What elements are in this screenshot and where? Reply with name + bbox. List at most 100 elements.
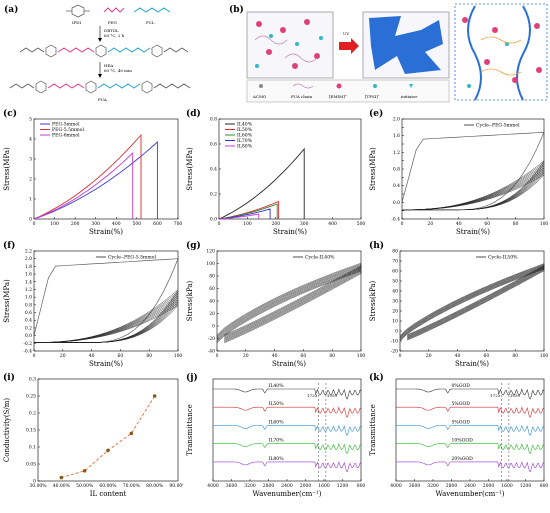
panel-h-ytick-label: 10 — [392, 319, 398, 325]
panel-f-ytick-label: 0.6 — [25, 310, 32, 316]
panel-h-xtick-label: 80 — [512, 353, 518, 359]
panel-c-xlabel: Strain(%) — [89, 228, 123, 236]
uv-arrow — [339, 38, 359, 54]
panel-c-label: (c) — [3, 108, 17, 119]
panel-k-xtick-label: 3600 — [409, 483, 421, 489]
panel-c-xtick-label: 500 — [133, 221, 142, 227]
panel-h-label: (h) — [369, 240, 384, 251]
panel-c-ylabel: Stress(MPa) — [3, 147, 11, 191]
panel-d-legend-label: IL80% — [237, 144, 253, 150]
panel-c-ytick-label: 4 — [29, 137, 32, 143]
panel-i-data-point — [59, 475, 64, 480]
panel-e-ytick-label: 1.2 — [393, 150, 400, 156]
panel-i-xtick-label: 60.00% — [99, 483, 117, 489]
panel-k-series-label: 0%GOD — [452, 383, 471, 389]
panel-c-series-line — [33, 151, 134, 220]
panel-f-frame — [33, 250, 179, 352]
panel-g-xtick-label: 100 — [357, 353, 366, 359]
panel-j-xtick-label: 3600 — [226, 483, 238, 489]
panel-d-ytick-label: 0.4 — [210, 167, 217, 173]
panel-h-cycle-curve — [399, 265, 545, 338]
panel-e-ytick-label: 0.4 — [393, 183, 400, 189]
panel-d-ytick-label: 0.6 — [210, 142, 217, 148]
panel-j-xtick-label: 1600 — [318, 483, 330, 489]
panel-g-xtick-label: 0 — [216, 353, 219, 359]
panel-d-xlabel: Strain(%) — [273, 228, 307, 236]
panel-i-ytick-label: 0.05 — [26, 462, 36, 468]
panel-e-cycle-curve — [402, 174, 545, 211]
legend-b-pua: PUA chain — [291, 94, 313, 99]
panel-e-xlabel: Strain(%) — [456, 228, 490, 236]
panel-j-xtick-label: 1200 — [337, 483, 349, 489]
zoom-box — [454, 3, 548, 101]
panel-i-xtick-label: 30.00% — [29, 483, 47, 489]
panel-d-label: (d) — [186, 108, 201, 119]
panel-f-ytick-label: -0.2 — [23, 341, 32, 347]
panel-g-ytick-label: -40 — [208, 349, 215, 355]
panel-h-xtick-label: 100 — [540, 353, 549, 359]
panel-h-xtick-label: 20 — [426, 353, 432, 359]
panel-j-series-label: IL40% — [269, 383, 285, 389]
panel-c-legend-label: PEG-6mmol — [52, 133, 80, 139]
panel-i-frame — [37, 378, 179, 482]
panel-f-ytick-label: 0.4 — [25, 318, 32, 324]
panel-d-legend-label: IL50% — [237, 127, 253, 133]
panel-d-chart: (d) Strain(%) Stress(MPa) 0 100 200 300 400 500 0… — [186, 108, 365, 236]
panel-h-ytick-label: -20 — [391, 349, 398, 355]
precursor-molecules — [254, 19, 323, 69]
panel-e-cycle-curve — [401, 131, 545, 211]
panel-g-legend-label: Cycle-IL40% — [305, 255, 335, 261]
panel-j-spectrum — [213, 461, 362, 473]
panel-k-label: (k) — [369, 372, 384, 383]
panel-d-series-line — [218, 203, 278, 220]
panel-j-label: (j) — [186, 372, 198, 383]
panel-h-ytick-label: 60 — [392, 269, 398, 275]
panel-e-xtick-label: 80 — [513, 221, 519, 227]
panel-h-xtick-label: 40 — [455, 353, 461, 359]
panel-e-xtick-label: 0 — [401, 221, 404, 227]
panel-e-chart: (e) Strain(%) Stress(MPa) 0 20 40 60 80 100 -0.4 0… — [369, 108, 548, 236]
panel-c-series-line — [33, 140, 158, 220]
panel-h-ylabel: Stress(kPa) — [369, 280, 377, 321]
panel-g-xtick-label: 40 — [272, 353, 278, 359]
zoom-content — [462, 5, 542, 101]
panel-h-ytick-label: 0 — [395, 329, 398, 335]
panel-f-ytick-label: 1.8 — [25, 264, 32, 270]
panel-j-series-label: IL70% — [269, 438, 285, 444]
panel-j-spectrum — [213, 424, 362, 437]
panel-h-ytick-label: 40 — [392, 289, 398, 295]
panel-d-series-line — [218, 213, 260, 220]
step1-conditions: 60 °C, 2 h — [104, 33, 125, 38]
panel-h-frame — [399, 250, 545, 352]
panel-g-label: (g) — [186, 240, 201, 251]
panel-f-chart: (f) Strain(%) Stress(MPa) 0 20 40 60 80 100 -0.4 -… — [3, 240, 182, 368]
panel-h-ytick-label: 20 — [392, 309, 398, 315]
panel-h-ytick-label: 50 — [392, 279, 398, 285]
panel-c-xtick-label: 100 — [50, 221, 59, 227]
panel-h-ytick-label: -10 — [391, 339, 398, 345]
panel-k-xtick-label: 2800 — [446, 483, 458, 489]
panel-g-ylabel: Stress(kPa) — [186, 280, 194, 321]
panel-f-ylabel: Stress(MPa) — [3, 279, 11, 323]
panel-i-ytick-label: 0.15 — [26, 428, 36, 434]
panel-h-cycle-curve — [399, 263, 545, 336]
panel-d-legend-label: IL60% — [237, 133, 253, 139]
panel-c-ytick-label: 1 — [29, 197, 32, 203]
panel-k-series-label: 5%GOD — [452, 419, 471, 425]
panel-g-ytick-label: 80 — [209, 274, 215, 280]
panel-i-ylabel: Conductivity(S/m) — [3, 398, 11, 463]
panel-k-spectrum — [396, 406, 545, 418]
panel-c-series-line — [33, 133, 142, 220]
panel-k-xtick-label: 3200 — [427, 483, 439, 489]
pua-label: PUA — [98, 97, 107, 102]
panel-k-annotation: 1559 — [510, 393, 521, 398]
panel-f-cycle-curve — [33, 258, 179, 343]
panel-i-xtick-label: 40.00% — [53, 483, 71, 489]
panel-f-xtick-label: 40 — [89, 353, 95, 359]
panel-f-ytick-label: 1.6 — [25, 272, 32, 278]
panel-f-ytick-label: 0.0 — [25, 333, 32, 339]
panel-h-xlabel: Strain(%) — [455, 360, 489, 368]
panel-g-xtick-label: 20 — [243, 353, 249, 359]
panel-i-data-point — [152, 394, 157, 398]
panel-j-spectrum — [213, 442, 362, 455]
